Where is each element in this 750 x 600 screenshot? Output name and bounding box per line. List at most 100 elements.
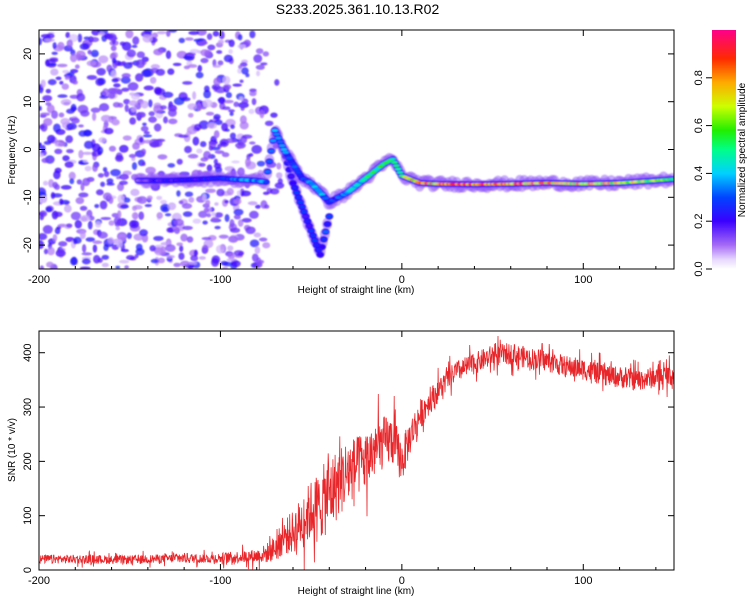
- heatmap-speckle: [247, 201, 258, 206]
- heatmap-speckle: [255, 64, 265, 70]
- heatmap-speckle: [238, 64, 243, 69]
- heatmap-speckle: [217, 60, 224, 66]
- heatmap-speckle: [47, 62, 57, 66]
- heatmap-speckle: [110, 169, 121, 177]
- heatmap-speckle: [119, 180, 128, 186]
- heatmap-speckle: [220, 243, 226, 250]
- heatmap-speckle: [233, 214, 241, 220]
- heatmap-ridge-core: [298, 205, 306, 209]
- heatmap-speckle: [179, 260, 191, 267]
- heatmap-speckle: [148, 116, 157, 123]
- heatmap-speckle: [217, 143, 222, 149]
- heatmap-speckle: [48, 157, 54, 163]
- heatmap-speckle: [186, 236, 194, 243]
- heatmap-speckle: [65, 135, 73, 144]
- heatmap-speckle: [71, 117, 80, 124]
- heatmap-speckle: [40, 79, 46, 88]
- heatmap-speckle: [153, 235, 164, 241]
- heatmap-speckle: [86, 75, 98, 80]
- heatmap-speckle: [98, 31, 105, 36]
- heatmap-speckle: [221, 122, 229, 132]
- heatmap-speckle: [229, 132, 237, 140]
- heatmap-speckle: [166, 255, 175, 259]
- heatmap-speckle: [229, 227, 241, 233]
- heatmap-speckle: [237, 44, 246, 49]
- heatmap-speckle: [256, 70, 261, 77]
- heatmap-speckle: [241, 67, 249, 75]
- heatmap-speckle: [182, 211, 193, 217]
- heatmap-speckle: [136, 196, 148, 204]
- heatmap-ridge-core: [286, 156, 293, 160]
- snr-y-tick-label: 100: [22, 507, 34, 525]
- heatmap-ridge-core: [307, 229, 315, 233]
- heatmap-speckle: [55, 76, 62, 81]
- colorbar: 0.0 0.2 0.4 0.6 0.8 Normalized spectral ampl…: [693, 30, 748, 277]
- heatmap-speckle: [98, 137, 107, 143]
- heatmap-speckle: [122, 197, 131, 203]
- heatmap-speckle: [79, 43, 90, 50]
- heatmap-ridge-core: [291, 165, 299, 169]
- heatmap-speckle: [241, 98, 249, 105]
- colorbar-label: Normalized spectral amplitude: [737, 82, 748, 217]
- heatmap-speckle: [82, 159, 88, 163]
- heatmap-speckle: [249, 30, 256, 39]
- spectrogram-x-tick-label: -100: [209, 274, 231, 286]
- heatmap-speckle: [233, 101, 240, 108]
- heatmap-ridge-core: [277, 140, 284, 144]
- heatmap-speckle: [51, 110, 58, 119]
- heatmap-speckle: [207, 122, 217, 129]
- heatmap-speckle: [98, 55, 109, 64]
- heatmap-speckle: [188, 196, 195, 203]
- heatmap-speckle: [214, 150, 225, 154]
- heatmap-speckle: [210, 146, 221, 151]
- heatmap-speckle: [203, 207, 210, 213]
- heatmap-speckle: [193, 123, 202, 131]
- snr-x-tick-label: 0: [399, 575, 405, 587]
- heatmap-speckle: [182, 81, 193, 85]
- heatmap-speckle: [130, 220, 137, 227]
- heatmap-speckle: [100, 114, 112, 123]
- heatmap-speckle: [106, 64, 113, 73]
- heatmap-speckle: [70, 211, 82, 221]
- heatmap-speckle: [167, 68, 175, 75]
- heatmap-ridge-core: [322, 230, 329, 234]
- heatmap-speckle: [225, 138, 236, 144]
- heatmap-speckle: [249, 210, 259, 219]
- heatmap-speckle: [212, 30, 219, 37]
- heatmap-speckle: [133, 112, 145, 117]
- heatmap-speckle: [99, 95, 109, 99]
- spectrogram-x-tick-label: 100: [574, 274, 592, 286]
- heatmap-speckle: [111, 119, 120, 126]
- heatmap-speckle: [90, 49, 99, 58]
- heatmap-speckle: [184, 191, 194, 197]
- heatmap-ridge-core: [389, 157, 396, 161]
- heatmap-speckle: [111, 57, 117, 64]
- heatmap-cells: [39, 30, 674, 269]
- spectrogram-x-tick-label: -200: [28, 274, 50, 286]
- heatmap-speckle: [120, 248, 129, 253]
- heatmap-speckle: [42, 225, 53, 234]
- heatmap-speckle: [125, 30, 134, 39]
- heatmap-speckle: [138, 211, 145, 220]
- heatmap-speckle: [176, 158, 183, 165]
- snr-x-tick-label: -200: [28, 575, 50, 587]
- heatmap-speckle: [229, 219, 235, 228]
- heatmap-speckle: [228, 109, 235, 113]
- heatmap-speckle: [155, 68, 166, 76]
- heatmap-speckle: [78, 130, 88, 137]
- heatmap-speckle: [231, 260, 241, 268]
- heatmap-speckle: [110, 45, 117, 52]
- heatmap-speckle: [240, 106, 245, 111]
- heatmap-speckle: [101, 254, 110, 260]
- heatmap-speckle: [107, 237, 114, 244]
- heatmap-ridge-core: [317, 253, 324, 257]
- heatmap-speckle: [70, 106, 77, 112]
- heatmap-speckle: [196, 103, 202, 111]
- heatmap-speckle: [62, 155, 70, 162]
- heatmap-speckle: [92, 112, 97, 121]
- heatmap-speckle: [123, 62, 133, 69]
- heatmap-speckle: [134, 254, 139, 259]
- heatmap-speckle: [77, 124, 84, 128]
- heatmap-speckle: [87, 49, 92, 55]
